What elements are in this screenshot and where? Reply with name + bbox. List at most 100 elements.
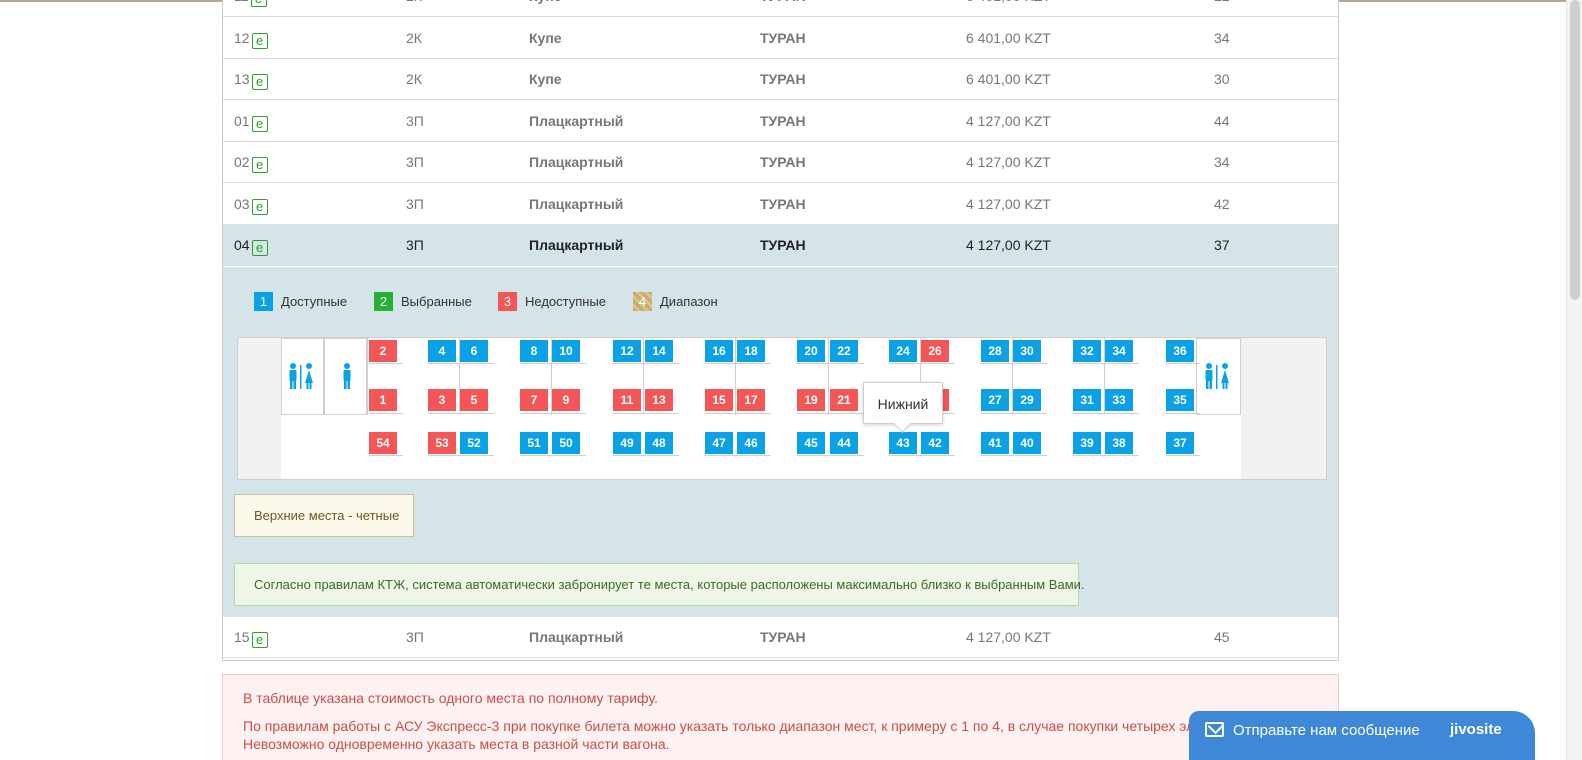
page-scrollbar[interactable] bbox=[1566, 0, 1582, 760]
table-row-car-11[interactable]: 11е 2К Купе ТУРАН 6 401,00 KZT 22 bbox=[223, 0, 1338, 17]
table-row-car-12[interactable]: 12 е 2К Купе ТУРАН 6 401,00 KZT 34 bbox=[223, 18, 1338, 59]
scrollbar-thumb[interactable] bbox=[1570, 0, 1580, 300]
seat-4[interactable]: 4 bbox=[428, 340, 456, 362]
berth-line bbox=[520, 413, 554, 414]
seat-42[interactable]: 42 bbox=[921, 432, 949, 454]
seat-8[interactable]: 8 bbox=[520, 340, 548, 362]
legend-label: Диапазон bbox=[660, 294, 718, 309]
berth-line bbox=[552, 363, 586, 364]
chat-widget-button[interactable]: Отправьте нам сообщение jivosite bbox=[1189, 711, 1535, 760]
berth-line bbox=[520, 455, 554, 456]
seat-43[interactable]: 43 bbox=[889, 432, 917, 454]
berth-line bbox=[1073, 455, 1107, 456]
berth-line bbox=[981, 363, 1015, 364]
seat-32[interactable]: 32 bbox=[1073, 340, 1101, 362]
berth-line bbox=[705, 455, 739, 456]
free-seats: 34 bbox=[1214, 154, 1230, 170]
seat-37[interactable]: 37 bbox=[1166, 432, 1194, 454]
seat-33[interactable]: 33 bbox=[1105, 389, 1133, 411]
car-price: 6 401,00 KZT bbox=[966, 0, 1051, 17]
table-row-car-04-selected[interactable]: 04 е 3П Плацкартный ТУРАН 4 127,00 KZT 37 bbox=[223, 225, 1338, 266]
seat-35[interactable]: 35 bbox=[1166, 389, 1194, 411]
berth-line bbox=[613, 455, 647, 456]
seat-13: 13 bbox=[645, 389, 673, 411]
legend-swatch: 3 bbox=[498, 292, 517, 311]
berth-line bbox=[460, 455, 494, 456]
car-class: 3П bbox=[406, 196, 424, 212]
seat-48[interactable]: 48 bbox=[645, 432, 673, 454]
upper-seats-note: Верхние места - четные bbox=[234, 494, 414, 537]
car-class: 2К bbox=[406, 71, 422, 87]
seat-34[interactable]: 34 bbox=[1105, 340, 1133, 362]
berth-line bbox=[830, 363, 864, 364]
seat-39[interactable]: 39 bbox=[1073, 432, 1101, 454]
table-row-car-02[interactable]: 02 е 3П Плацкартный ТУРАН 4 127,00 KZT 34 bbox=[223, 142, 1338, 183]
berth-line bbox=[428, 363, 462, 364]
table-row-car-15[interactable]: 15 е 3П Плацкартный ТУРАН 4 127,00 KZT 45 bbox=[223, 617, 1338, 658]
car-class: 3П bbox=[406, 113, 424, 129]
seat-44[interactable]: 44 bbox=[830, 432, 858, 454]
compartment-divider bbox=[828, 338, 829, 415]
free-seats: 37 bbox=[1214, 237, 1230, 253]
chat-label: Отправьте нам сообщение bbox=[1233, 722, 1420, 739]
legend-selected: 2 Выбранные bbox=[374, 292, 472, 312]
table-row-car-01[interactable]: 01 е 3П Плацкартный ТУРАН 4 127,00 KZT 44 bbox=[223, 101, 1338, 142]
berth-line bbox=[613, 363, 647, 364]
seat-50[interactable]: 50 bbox=[552, 432, 580, 454]
seat-14[interactable]: 14 bbox=[645, 340, 673, 362]
seat-30[interactable]: 30 bbox=[1013, 340, 1041, 362]
berth-line bbox=[705, 413, 739, 414]
car-type: Купе bbox=[529, 71, 562, 87]
seat-45[interactable]: 45 bbox=[797, 432, 825, 454]
free-seats: 22 bbox=[1214, 0, 1230, 17]
seat-16[interactable]: 16 bbox=[705, 340, 733, 362]
seat-31[interactable]: 31 bbox=[1073, 389, 1101, 411]
seat-24[interactable]: 24 bbox=[889, 340, 917, 362]
seat-36[interactable]: 36 bbox=[1166, 340, 1194, 362]
seat-27[interactable]: 27 bbox=[981, 389, 1009, 411]
seat-2: 2 bbox=[369, 340, 397, 362]
car-price: 6 401,00 KZT bbox=[966, 71, 1051, 87]
train-name: ТУРАН bbox=[760, 154, 806, 170]
seat-46[interactable]: 46 bbox=[737, 432, 765, 454]
seat-38[interactable]: 38 bbox=[1105, 432, 1133, 454]
berth-line bbox=[921, 363, 955, 364]
seat-10[interactable]: 10 bbox=[552, 340, 580, 362]
seat-18[interactable]: 18 bbox=[737, 340, 765, 362]
seat-54: 54 bbox=[369, 432, 397, 454]
seat-12[interactable]: 12 bbox=[613, 340, 641, 362]
seat-51[interactable]: 51 bbox=[520, 432, 548, 454]
seat-49[interactable]: 49 bbox=[613, 432, 641, 454]
seat-17: 17 bbox=[737, 389, 765, 411]
car-class: 3П bbox=[406, 237, 424, 253]
berth-line bbox=[369, 413, 403, 414]
seat-47[interactable]: 47 bbox=[705, 432, 733, 454]
train-name: ТУРАН bbox=[760, 196, 806, 212]
seat-40[interactable]: 40 bbox=[1013, 432, 1041, 454]
table-row-car-03[interactable]: 03 е 3П Плацкартный ТУРАН 4 127,00 KZT 42 bbox=[223, 184, 1338, 225]
berth-line bbox=[830, 413, 864, 414]
legend-label: Доступные bbox=[281, 294, 348, 309]
seat-22[interactable]: 22 bbox=[830, 340, 858, 362]
seat-20[interactable]: 20 bbox=[797, 340, 825, 362]
compartment-divider bbox=[643, 338, 644, 415]
table-row-car-13[interactable]: 13 е 2К Купе ТУРАН 6 401,00 KZT 30 bbox=[223, 59, 1338, 100]
berth-line bbox=[460, 413, 494, 414]
berth-line bbox=[428, 455, 462, 456]
toilet-wc-icon bbox=[1205, 363, 1229, 389]
berth-line bbox=[645, 455, 679, 456]
berth-line bbox=[1105, 413, 1139, 414]
free-seats: 42 bbox=[1214, 196, 1230, 212]
seat-28[interactable]: 28 bbox=[981, 340, 1009, 362]
car-price: 4 127,00 KZT bbox=[966, 629, 1051, 645]
seat-41[interactable]: 41 bbox=[981, 432, 1009, 454]
seat-29[interactable]: 29 bbox=[1013, 389, 1041, 411]
car-number: 11е bbox=[234, 0, 267, 17]
e-ticket-badge: е bbox=[251, 74, 268, 90]
berth-line bbox=[1166, 455, 1200, 456]
seat-6[interactable]: 6 bbox=[460, 340, 488, 362]
seat-52[interactable]: 52 bbox=[460, 432, 488, 454]
berth-line bbox=[981, 413, 1015, 414]
envelope-icon bbox=[1205, 722, 1224, 737]
